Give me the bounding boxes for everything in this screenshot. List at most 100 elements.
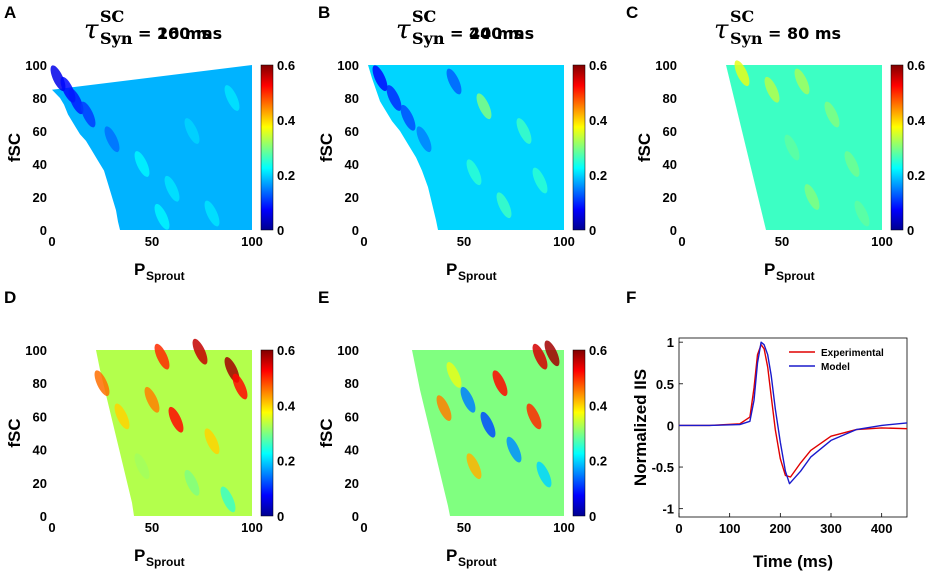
title-superscript: SC bbox=[412, 7, 436, 26]
heatmap-cell bbox=[446, 68, 462, 95]
axes: 0 20 40 60 80 100 0 50 100 bbox=[337, 58, 575, 249]
panel-A: Aτ SC Syn = 20 ms 0 20 40 60 80 100 0 50 100 fSC P Spro… bbox=[4, 3, 296, 283]
axes: 0 20 40 60 80 100 0 50 100 bbox=[25, 343, 263, 535]
heatmap-cell bbox=[516, 118, 532, 144]
colorbar-tick-label: 0.6 bbox=[589, 343, 607, 358]
heatmap-cell bbox=[480, 411, 496, 438]
x-tick-label: 50 bbox=[145, 234, 159, 249]
heatmap-cell bbox=[154, 343, 170, 370]
title-superscript: SC bbox=[100, 7, 124, 26]
y-tick-label: 0 bbox=[352, 223, 359, 238]
heatmap-cell bbox=[476, 93, 492, 120]
x-tick-label: 50 bbox=[145, 520, 159, 535]
y-tick-label: 100 bbox=[337, 58, 359, 73]
panel-letter: E bbox=[318, 288, 329, 307]
panel-letter: B bbox=[318, 3, 330, 22]
x-tick-label: 100 bbox=[871, 234, 893, 249]
heatmap-cell bbox=[80, 101, 96, 128]
x-tick-label: 50 bbox=[457, 520, 471, 535]
colorbar-tick-label: 0.6 bbox=[277, 343, 295, 358]
heatmap-cell bbox=[204, 428, 220, 455]
heatmap-cell bbox=[784, 134, 800, 161]
title-symbol: τ bbox=[84, 15, 99, 45]
colorbar-tick-label: 0 bbox=[589, 509, 596, 524]
colorbar-tick-label: 0.2 bbox=[589, 454, 607, 469]
heatmap-cell bbox=[496, 486, 512, 513]
x-axis-label-subscript: Sprout bbox=[146, 555, 185, 569]
x-tick-label: 100 bbox=[241, 234, 263, 249]
title-value: = 80 ms bbox=[768, 24, 841, 43]
y-tick-label: 20 bbox=[33, 190, 47, 205]
heatmap-cell bbox=[446, 362, 462, 388]
title-subscript: Syn bbox=[412, 29, 445, 48]
x-axis-label: P bbox=[134, 546, 145, 565]
heatmap-cell bbox=[734, 60, 750, 87]
y-tick-label: -0.5 bbox=[652, 460, 674, 475]
heatmap-cell bbox=[220, 486, 236, 513]
panel-letter: F bbox=[626, 288, 636, 307]
heatmap-cell bbox=[386, 85, 402, 111]
x-tick-label: 100 bbox=[553, 520, 575, 535]
title-value: = 40 ms bbox=[450, 24, 523, 43]
y-tick-label: 0 bbox=[352, 509, 359, 524]
title-subscript: Syn bbox=[100, 29, 133, 48]
y-tick-label: 40 bbox=[33, 443, 47, 458]
heatmap-cell bbox=[492, 370, 508, 397]
heatmap-cell bbox=[824, 101, 840, 128]
colorbar-tick-label: 0.4 bbox=[589, 113, 608, 128]
title-superscript: SC bbox=[730, 7, 754, 26]
legend: Experimental Model bbox=[789, 348, 884, 373]
y-tick-label: 100 bbox=[25, 58, 47, 73]
panel-C: Cτ SC Syn = 80 ms 0 20 40 60 80 100 0 50 100 fSC P Spro… bbox=[626, 3, 926, 283]
y-tick-label: 0 bbox=[40, 509, 47, 524]
y-tick-label: 40 bbox=[663, 157, 677, 172]
x-tick-label: 0 bbox=[360, 520, 367, 535]
heatmap-base-region bbox=[726, 65, 882, 230]
x-tick-label: 0 bbox=[675, 521, 682, 536]
panel-letter: C bbox=[626, 3, 638, 22]
heatmap-cell bbox=[372, 65, 388, 92]
heatmap-cell bbox=[204, 200, 220, 227]
heatmap-field bbox=[412, 340, 564, 516]
x-axis-label-subscript: Sprout bbox=[458, 555, 497, 569]
y-tick-label: 0 bbox=[670, 223, 677, 238]
heatmap-cell bbox=[154, 203, 170, 230]
y-tick-label: 80 bbox=[345, 376, 359, 391]
colorbar-tick-label: 0.4 bbox=[907, 113, 926, 128]
colorbar-tick-label: 0.6 bbox=[907, 58, 925, 73]
legend-label: Model bbox=[821, 362, 850, 373]
y-tick-label: 80 bbox=[33, 376, 47, 391]
heatmap-cell bbox=[466, 453, 482, 480]
heatmap-cell bbox=[416, 126, 432, 153]
heatmap-cell bbox=[114, 403, 130, 430]
heatmap-cell bbox=[94, 370, 110, 397]
x-axis-label: Time (ms) bbox=[753, 552, 833, 571]
y-axis-label: fSC bbox=[317, 418, 336, 447]
colorbar-tick-label: 0.2 bbox=[589, 168, 607, 183]
colorbar-tick-label: 0.6 bbox=[277, 58, 295, 73]
title-symbol: τ bbox=[714, 15, 729, 45]
colorbar-tick-label: 0.4 bbox=[277, 113, 296, 128]
plot-title: τ SC Syn = 80 ms bbox=[714, 7, 841, 48]
title-symbol: τ bbox=[396, 15, 411, 45]
x-tick-label: 0 bbox=[360, 234, 367, 249]
heatmap-base-region bbox=[52, 65, 252, 230]
x-tick-label: 50 bbox=[775, 234, 789, 249]
heatmap-cell bbox=[532, 343, 548, 370]
x-tick-label: 0 bbox=[48, 520, 55, 535]
x-tick-label: 100 bbox=[719, 521, 741, 536]
title-symbol: τ bbox=[84, 15, 99, 45]
heatmap-cell bbox=[144, 386, 160, 413]
title-value: = 20 ms bbox=[138, 24, 211, 43]
axes: 0 20 40 60 80 100 0 50 100 bbox=[655, 58, 893, 249]
colorbar-tick-label: 0 bbox=[589, 223, 596, 238]
colorbar-tick-label: 0 bbox=[907, 223, 914, 238]
heatmap-cell bbox=[496, 192, 512, 219]
colorbar bbox=[260, 64, 274, 231]
y-tick-label: 80 bbox=[663, 91, 677, 106]
y-axis-label: fSC bbox=[635, 133, 654, 162]
series-line-model bbox=[679, 341, 908, 485]
heatmap-base-region bbox=[96, 350, 252, 516]
heatmap-cell bbox=[844, 151, 860, 177]
